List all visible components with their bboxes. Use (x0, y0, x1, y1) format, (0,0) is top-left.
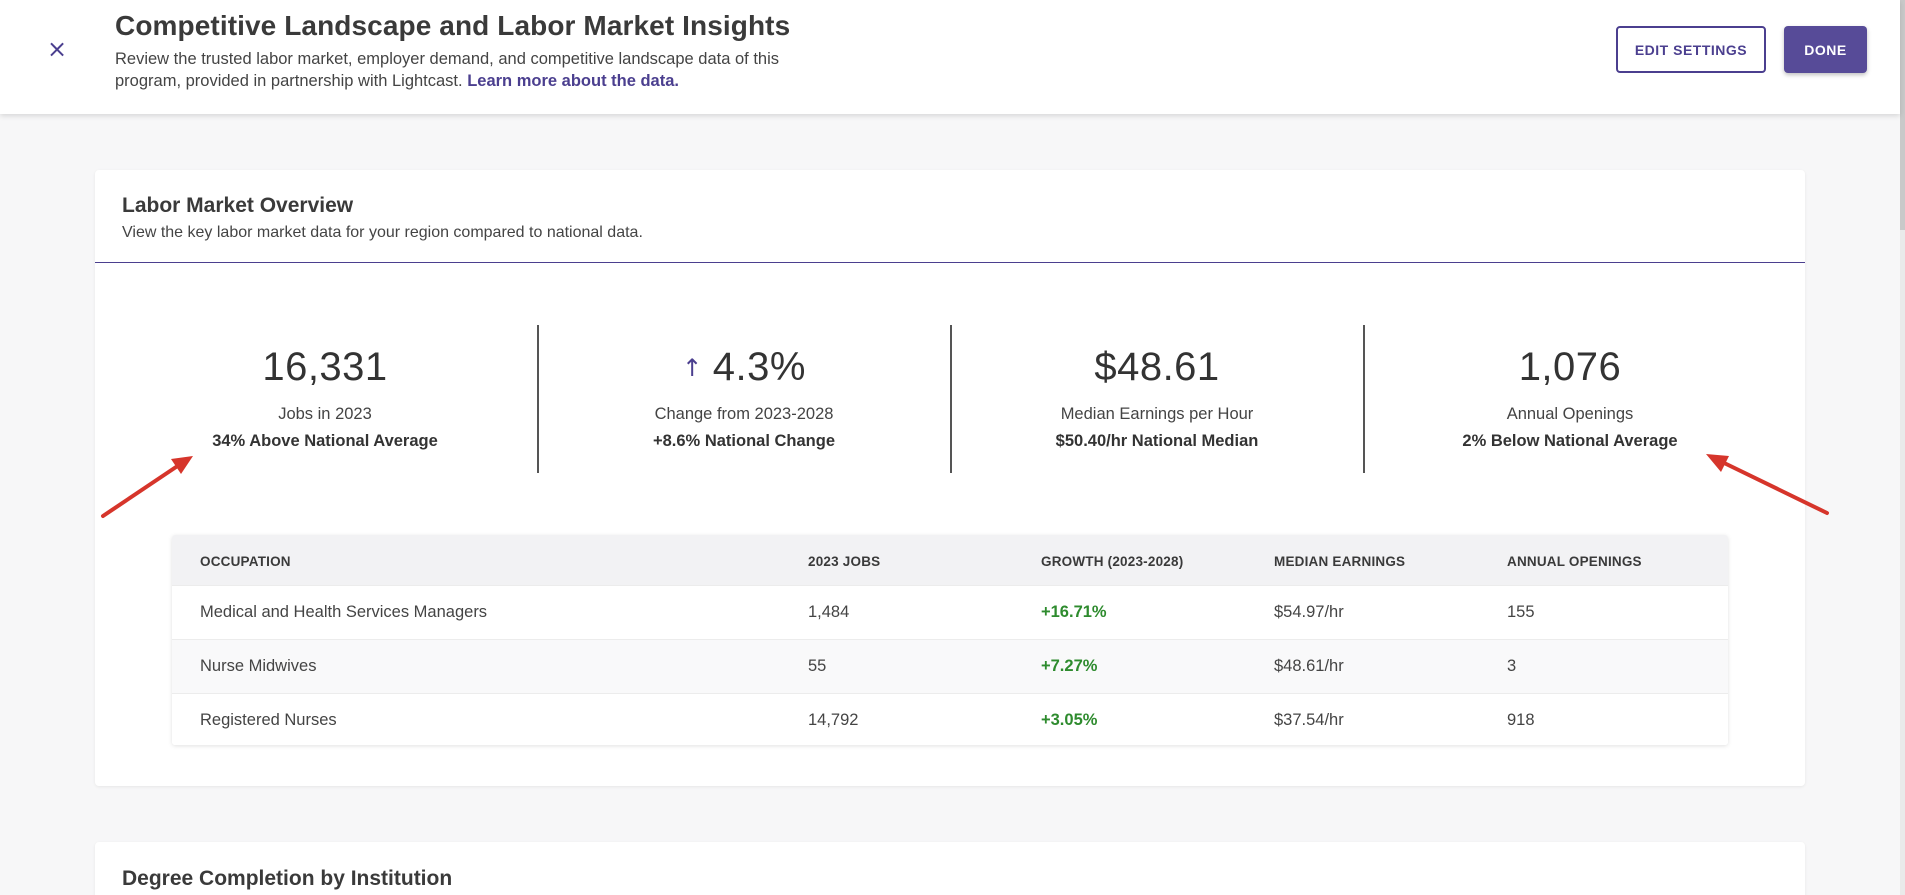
stat-earnings: $48.61 Median Earnings per Hour $50.40/h… (951, 325, 1363, 473)
close-icon[interactable]: × (46, 35, 68, 63)
card-header: Labor Market Overview View the key labor… (95, 170, 1805, 263)
cell-growth: +3.05% (1041, 711, 1098, 729)
stat-label: Median Earnings per Hour (1060, 405, 1254, 423)
edit-settings-button[interactable]: EDIT SETTINGS (1616, 26, 1766, 73)
stat-label: Change from 2023-2028 (654, 405, 834, 423)
cell-openings: 918 (1507, 711, 1535, 729)
table-row: Nurse Midwives 55 +7.27% $48.61/hr 3 (172, 639, 1728, 693)
cell-earnings: $37.54/hr (1274, 711, 1344, 729)
section-subtitle: View the key labor market data for your … (122, 224, 643, 241)
stat-divider (1363, 325, 1365, 473)
stat-note: $50.40/hr National Median (1055, 432, 1259, 450)
cell-occupation: Medical and Health Services Managers (200, 603, 488, 621)
table-row: Medical and Health Services Managers 1,4… (172, 585, 1728, 639)
arrow-up-icon: ↑ (682, 354, 703, 382)
cell-openings: 155 (1507, 603, 1535, 621)
cell-occupation: Registered Nurses (200, 711, 337, 729)
cell-openings: 3 (1507, 657, 1517, 675)
learn-more-link[interactable]: Learn more about the data. (467, 72, 679, 90)
labor-market-overview-card: Labor Market Overview View the key labor… (95, 170, 1805, 786)
cell-jobs: 14,792 (808, 711, 859, 729)
cell-growth: +16.71% (1041, 603, 1107, 621)
scrollbar-track[interactable] (1900, 0, 1905, 895)
stat-divider (537, 325, 539, 473)
column-header-occupation: OCCUPATION (200, 554, 291, 569)
cell-jobs: 1,484 (808, 603, 850, 621)
occupations-table: OCCUPATION 2023 JOBS GROWTH (2023-2028) … (172, 535, 1728, 745)
stat-label: Annual Openings (1506, 405, 1634, 423)
stat-note: 2% Below National Average (1462, 432, 1678, 450)
done-button[interactable]: DONE (1784, 26, 1867, 73)
page-subtitle: Review the trusted labor market, employe… (115, 48, 805, 92)
top-bar: × Competitive Landscape and Labor Market… (0, 0, 1900, 114)
stat-value: 16,331 (262, 345, 388, 389)
stat-divider (950, 325, 952, 473)
table-header: OCCUPATION 2023 JOBS GROWTH (2023-2028) … (172, 535, 1728, 585)
column-header-earnings: MEDIAN EARNINGS (1274, 554, 1406, 569)
page-subtitle-text: Review the trusted labor market, employe… (115, 50, 780, 90)
stat-value: 1,076 (1518, 345, 1622, 389)
cell-occupation: Nurse Midwives (200, 657, 317, 675)
cell-growth: +7.27% (1041, 657, 1098, 675)
cell-earnings: $54.97/hr (1274, 603, 1344, 621)
stat-label: Jobs in 2023 (278, 405, 372, 423)
stat-note: +8.6% National Change (652, 432, 835, 450)
stat-value: 4.3% (712, 345, 806, 389)
column-header-growth: GROWTH (2023-2028) (1041, 554, 1184, 569)
page-title: Competitive Landscape and Labor Market I… (115, 10, 791, 41)
stat-value: $48.61 (1094, 345, 1220, 389)
stat-change: ↑ 4.3% Change from 2023-2028 +8.6% Nation… (538, 325, 950, 473)
section-title: Degree Completion by Institution (122, 867, 453, 890)
column-header-openings: ANNUAL OPENINGS (1507, 554, 1642, 569)
stat-openings: 1,076 Annual Openings 2% Below National … (1364, 325, 1776, 473)
column-header-jobs: 2023 JOBS (808, 554, 881, 569)
cell-jobs: 55 (808, 657, 827, 675)
table-row: Registered Nurses 14,792 +3.05% $37.54/h… (172, 693, 1728, 745)
section-title: Labor Market Overview (122, 194, 354, 217)
stat-note: 34% Above National Average (212, 432, 438, 450)
stat-value-row: ↑ 4.3% (538, 345, 950, 390)
stat-jobs: 16,331 Jobs in 2023 34% Above National A… (119, 325, 531, 473)
degree-completion-card: Degree Completion by Institution (95, 842, 1805, 895)
scrollbar-thumb[interactable] (1900, 0, 1905, 230)
cell-earnings: $48.61/hr (1274, 657, 1344, 675)
